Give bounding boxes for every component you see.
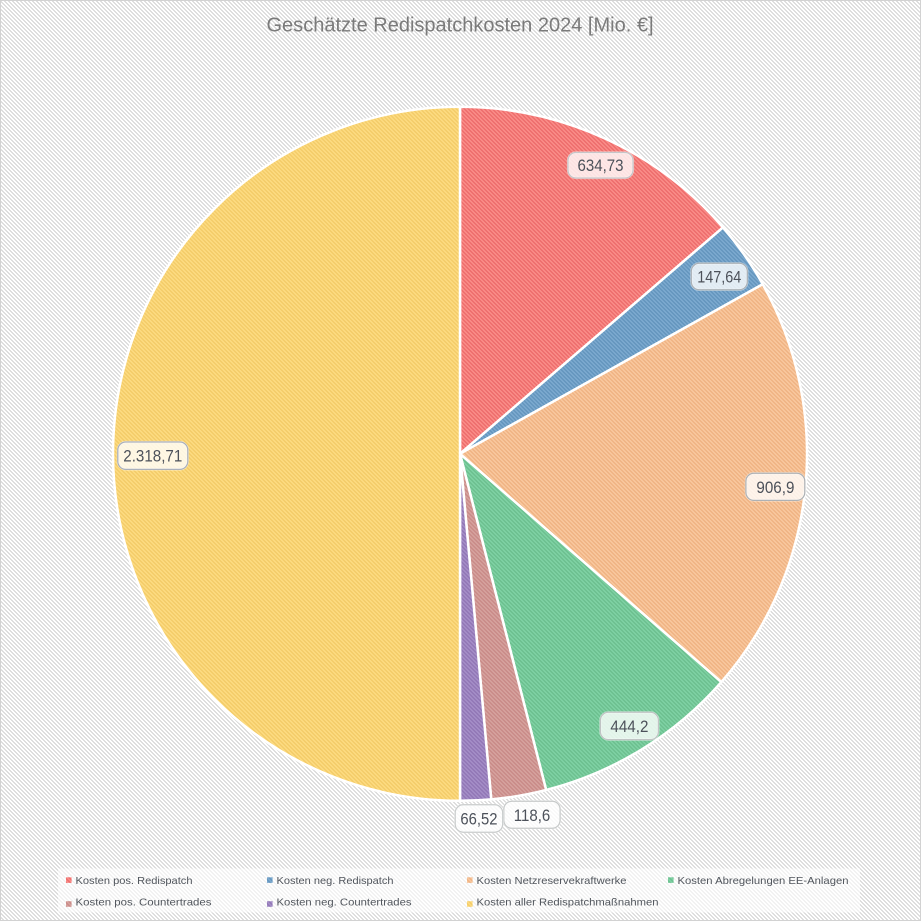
svg-text:Kosten neg. Countertrades: Kosten neg. Countertrades	[277, 897, 412, 909]
svg-text:118,6: 118,6	[514, 807, 551, 825]
svg-text:Kosten neg. Redispatch: Kosten neg. Redispatch	[277, 875, 394, 887]
svg-text:Kosten pos. Countertrades: Kosten pos. Countertrades	[76, 897, 212, 909]
svg-text:Geschätzte Redispatchkosten 20: Geschätzte Redispatchkosten 2024 [Mio. €…	[267, 15, 654, 37]
svg-text:66,52: 66,52	[460, 811, 497, 829]
svg-text:906,9: 906,9	[756, 479, 794, 497]
svg-text:Kosten Netzreservekraftwerke: Kosten Netzreservekraftwerke	[477, 875, 627, 887]
svg-text:Kosten pos. Redispatch: Kosten pos. Redispatch	[76, 875, 193, 887]
svg-text:634,73: 634,73	[578, 157, 624, 175]
svg-text:Kosten aller Redispatchmaßnahm: Kosten aller Redispatchmaßnahmen	[477, 897, 659, 909]
svg-text:444,2: 444,2	[610, 718, 648, 736]
svg-text:147,64: 147,64	[697, 269, 741, 287]
svg-text:2.318,71: 2.318,71	[123, 448, 182, 466]
svg-text:Kosten Abregelungen EE-Anlagen: Kosten Abregelungen EE-Anlagen	[678, 875, 849, 887]
